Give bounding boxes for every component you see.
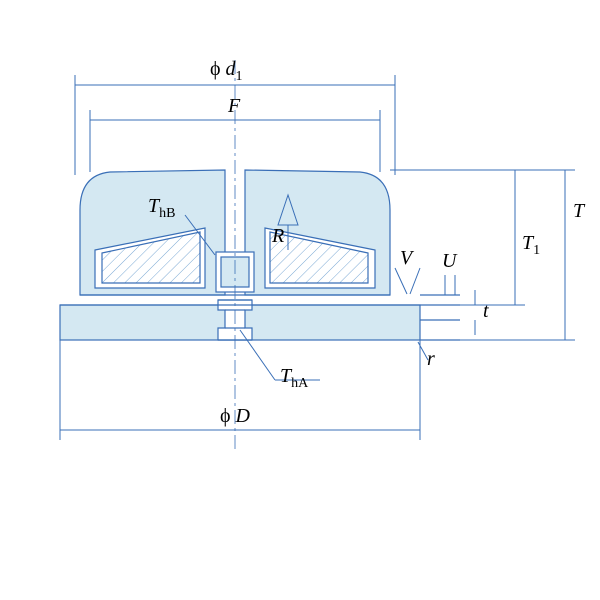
label-ThA: ThA [280, 365, 308, 392]
label-r: r [427, 348, 435, 371]
label-F: F [228, 95, 240, 118]
label-phi-d1: ϕ d1 [210, 58, 243, 85]
diagram-svg [0, 0, 600, 600]
label-T1: T1 [522, 232, 540, 259]
label-ThB: ThB [148, 195, 175, 222]
label-V: V [400, 247, 412, 270]
bearing-diagram: { "labels": { "phi_d1": "ϕ d₁", "F": "F"… [0, 0, 600, 600]
label-U: U [442, 250, 456, 273]
label-t: t [483, 300, 489, 323]
label-R: R [272, 225, 284, 248]
label-phi-D: ϕ D [220, 405, 250, 428]
label-T: T [573, 200, 584, 223]
